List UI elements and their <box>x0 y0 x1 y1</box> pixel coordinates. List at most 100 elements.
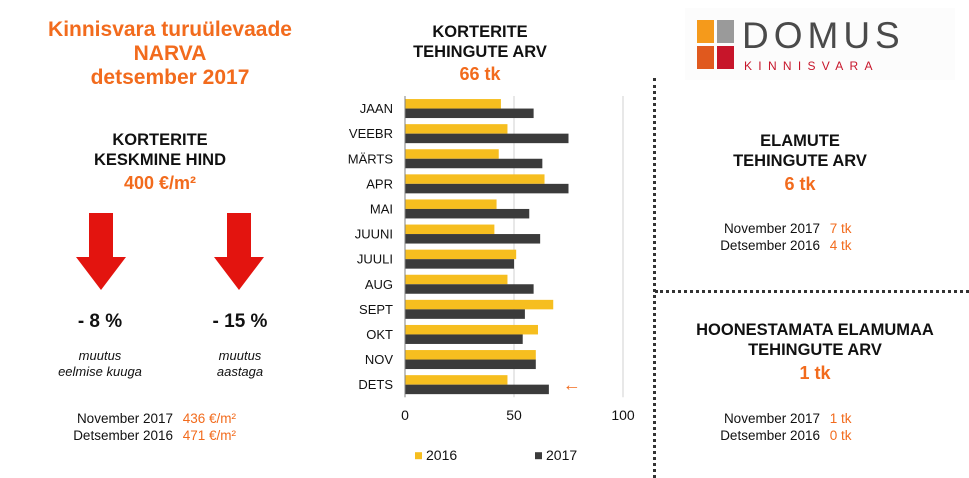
bar-2016 <box>405 124 508 134</box>
houses-row-nov-value: 7 tk <box>829 221 852 236</box>
logo-mark-icon <box>697 20 734 69</box>
apartment-transactions-chart: JAAN VEEBR MÄRTS APR MAI JUUNI JUULI AUG SEPT OKT… <box>348 96 635 463</box>
bar-2017 <box>405 234 541 244</box>
bar-2016 <box>405 149 499 159</box>
year-change-value: - 15 % <box>212 311 268 332</box>
houses-header: ELAMUTE TEHINGUTE ARV 6 tk <box>700 131 900 195</box>
houses-row-dec: Detsember 2016 4 tk <box>700 237 940 254</box>
bar-2017 <box>405 259 514 269</box>
category-label: MÄRTS <box>348 151 394 166</box>
category-label: OKT <box>366 327 393 342</box>
bar-2017 <box>405 309 525 319</box>
land-row-nov-value: 1 tk <box>829 411 852 426</box>
houses-row-nov-label: November 2017 <box>723 221 820 236</box>
x-tick-label: 100 <box>611 407 635 423</box>
chart-header-line2: TEHINGUTE ARV <box>413 43 547 61</box>
land-value: 1 tk <box>799 363 831 383</box>
report-title-period: detsember 2017 <box>90 66 250 89</box>
price-row-dec: Detsember 2016 471 €/m² <box>40 427 300 444</box>
category-label: JUUNI <box>355 227 393 242</box>
report-title-city: NARVA <box>133 42 207 65</box>
chart-header-line1: KORTERITE <box>432 23 528 41</box>
houses-value: 6 tk <box>784 174 816 194</box>
land-row-dec: Detsember 2016 0 tk <box>700 427 940 444</box>
land-label-line2: TEHINGUTE ARV <box>748 341 882 359</box>
bar-2017 <box>405 133 569 144</box>
land-row-nov-label: November 2017 <box>723 411 820 426</box>
bar-2017 <box>405 284 534 294</box>
bar-2017 <box>405 108 534 119</box>
land-comparison: November 2017 1 tk Detsember 2016 0 tk <box>700 410 940 444</box>
bar-2016 <box>405 99 501 109</box>
arrow-down-icon <box>76 213 126 290</box>
bar-2016 <box>405 350 536 360</box>
legend-label: 2017 <box>546 447 577 463</box>
bar-2017 <box>405 183 569 194</box>
avg-price-label-line1: KORTERITE <box>112 131 208 149</box>
houses-row-dec-value: 4 tk <box>829 238 852 253</box>
legend-swatch-2016 <box>415 452 422 460</box>
category-label: JUULI <box>357 252 393 267</box>
category-label: APR <box>366 176 393 191</box>
bar-2016 <box>405 224 495 235</box>
month-change-note: muutus eelmise kuuga <box>40 348 160 380</box>
land-row-nov: November 2017 1 tk <box>700 410 940 427</box>
x-tick-label: 50 <box>506 407 522 423</box>
bar-2016 <box>405 375 508 385</box>
bar-2016 <box>405 299 554 310</box>
bar-2017 <box>405 334 523 344</box>
category-label: JAAN <box>360 101 393 116</box>
land-row-dec-label: Detsember 2016 <box>720 428 820 443</box>
logo: DOMUS KINNISVARA <box>685 8 955 80</box>
houses-comparison: November 2017 7 tk Detsember 2016 4 tk <box>700 220 940 254</box>
legend-label: 2016 <box>426 447 457 463</box>
bar-2016 <box>405 199 497 209</box>
houses-label-line2: TEHINGUTE ARV <box>733 152 867 170</box>
chart-header-value: 66 tk <box>459 64 501 84</box>
report-title: Kinnisvara turuülevaade NARVA detsember … <box>0 18 340 90</box>
logo-subtitle: KINNISVARA <box>744 59 879 73</box>
bar-2017 <box>405 208 530 219</box>
category-label: VEEBR <box>349 126 393 141</box>
vertical-divider <box>653 78 656 478</box>
land-header: HOONESTAMATA ELAMUMAA TEHINGUTE ARV 1 tk <box>665 320 965 384</box>
category-label: DETS <box>358 377 393 392</box>
horizontal-divider <box>655 290 969 293</box>
houses-label-line1: ELAMUTE <box>760 132 840 150</box>
avg-price-header: KORTERITE KESKMINE HIND 400 €/m² <box>50 130 270 194</box>
price-row-nov: November 2017 436 €/m² <box>40 410 300 427</box>
month-change-note-line2: eelmise kuuga <box>58 364 142 379</box>
chart-header: KORTERITE TEHINGUTE ARV 66 tk <box>400 22 560 85</box>
avg-price-value: 400 €/m² <box>123 173 197 193</box>
year-change-note: muutus aastaga <box>180 348 300 380</box>
land-label-line1: HOONESTAMATA ELAMUMAA <box>696 321 934 339</box>
price-row-dec-value: 471 €/m² <box>182 428 237 443</box>
category-label: SEPT <box>359 302 393 317</box>
bar-2017 <box>405 359 536 370</box>
houses-row-dec-label: Detsember 2016 <box>720 238 820 253</box>
bar-2016 <box>405 174 545 184</box>
bar-2017 <box>405 384 549 395</box>
x-tick-label: 0 <box>401 407 409 423</box>
houses-row-nov: November 2017 7 tk <box>700 220 940 237</box>
price-comparison: November 2017 436 €/m² Detsember 2016 47… <box>40 410 300 444</box>
logo-name: DOMUS <box>742 15 905 56</box>
legend-swatch-2017 <box>535 452 542 460</box>
bar-2017 <box>405 158 543 169</box>
avg-price-label-line2: KESKMINE HIND <box>93 151 226 169</box>
category-label: AUG <box>365 277 393 292</box>
bar-2016 <box>405 249 517 260</box>
year-change-note-line2: aastaga <box>216 364 264 379</box>
category-label: NOV <box>365 352 394 367</box>
price-row-nov-label: November 2017 <box>76 411 173 426</box>
price-row-nov-value: 436 €/m² <box>182 411 237 426</box>
report-title-line1: Kinnisvara turuülevaade <box>48 18 292 41</box>
bar-2016 <box>405 324 538 335</box>
highlight-arrow-icon: ← <box>563 375 581 395</box>
arrow-down-icon <box>214 213 264 290</box>
year-change-note-line1: muutus <box>218 348 262 363</box>
month-change-note-line1: muutus <box>78 348 122 363</box>
price-row-dec-label: Detsember 2016 <box>73 428 173 443</box>
category-label: MAI <box>370 201 393 216</box>
month-change-value: - 8 % <box>77 311 123 332</box>
